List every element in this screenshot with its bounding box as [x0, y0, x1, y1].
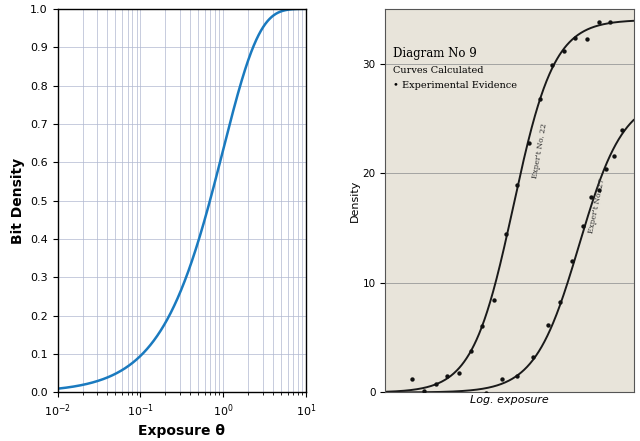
- Text: Exper't No. 22: Exper't No. 22: [531, 122, 548, 179]
- Text: Diagram No 9: Diagram No 9: [393, 47, 477, 60]
- Point: [543, 321, 554, 329]
- Point: [605, 19, 616, 26]
- Point: [559, 47, 569, 54]
- Point: [407, 375, 417, 382]
- Point: [442, 372, 452, 379]
- Point: [566, 258, 577, 265]
- Y-axis label: Density: Density: [349, 179, 360, 222]
- Point: [512, 372, 522, 379]
- Point: [454, 370, 464, 377]
- Point: [578, 222, 588, 229]
- Point: [524, 139, 534, 146]
- Point: [500, 231, 511, 238]
- Point: [602, 165, 612, 172]
- X-axis label: Exposure θ: Exposure θ: [138, 424, 225, 438]
- Point: [489, 296, 499, 303]
- Y-axis label: Bit Density: Bit Density: [11, 157, 24, 244]
- Point: [536, 95, 546, 102]
- X-axis label: Log. exposure: Log. exposure: [470, 395, 549, 405]
- Point: [582, 36, 592, 43]
- Point: [527, 354, 538, 361]
- Point: [481, 389, 492, 396]
- Point: [512, 181, 522, 188]
- Point: [431, 381, 441, 388]
- Point: [570, 35, 580, 42]
- Point: [593, 18, 604, 25]
- Point: [497, 375, 507, 382]
- Point: [609, 152, 620, 159]
- Point: [547, 61, 557, 68]
- Point: [593, 187, 604, 194]
- Text: Curves Calculated: Curves Calculated: [393, 66, 484, 75]
- Point: [617, 127, 627, 134]
- Point: [586, 193, 596, 200]
- Point: [465, 348, 476, 355]
- Point: [477, 322, 488, 329]
- Point: [555, 299, 565, 306]
- Text: Exper't No. 27: Exper't No. 27: [587, 177, 607, 234]
- Text: • Experimental Evidence: • Experimental Evidence: [393, 81, 517, 90]
- Point: [419, 387, 429, 394]
